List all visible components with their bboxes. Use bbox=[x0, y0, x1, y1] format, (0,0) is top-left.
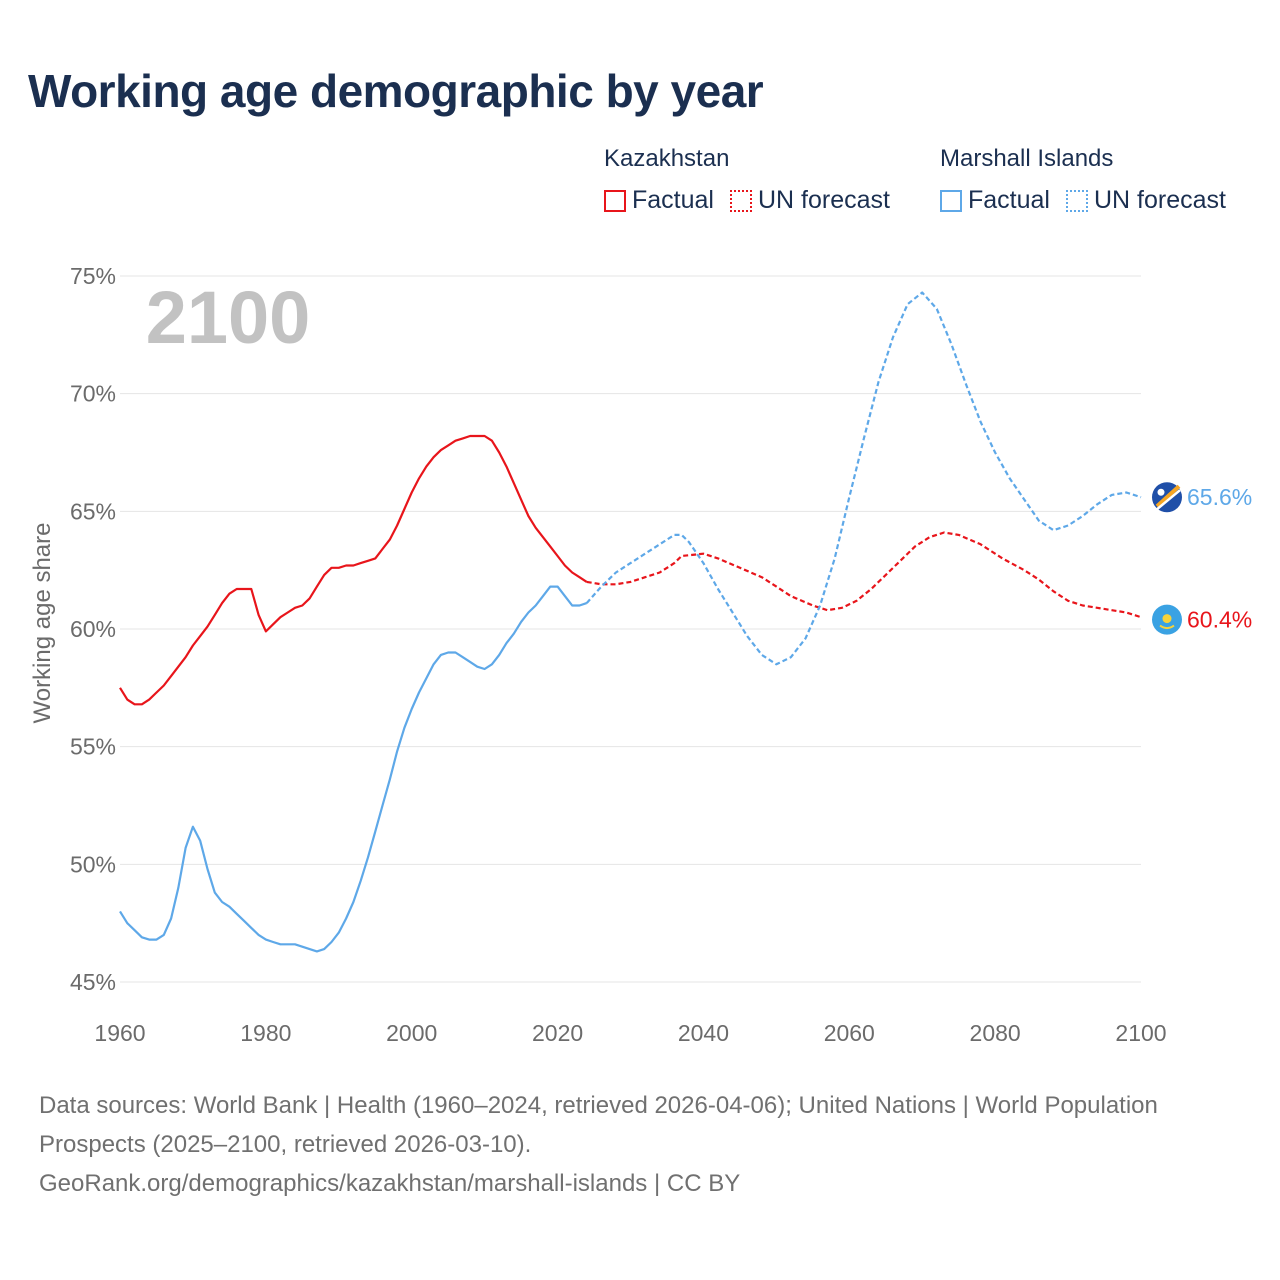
line-chart: 2100 45% 50% 55% 60% 65% 70% 75% 1960 1980 2000 2… bbox=[29, 263, 1252, 1046]
x-tick-label: 1960 bbox=[94, 1020, 145, 1046]
legend-swatch-kazakhstan-factual bbox=[604, 189, 626, 212]
y-tick-label: 65% bbox=[70, 498, 116, 524]
x-tick-label: 2060 bbox=[824, 1020, 875, 1046]
y-tick-label: 45% bbox=[70, 969, 116, 995]
marshall-islands-factual-line[interactable] bbox=[119, 585, 588, 953]
kazakhstan-flag-icon bbox=[1152, 604, 1182, 635]
y-tick-label: 75% bbox=[70, 263, 116, 289]
series-lines bbox=[119, 291, 1142, 953]
kazakhstan-factual-line[interactable] bbox=[119, 434, 588, 706]
legend-kazakhstan-name: Kazakhstan bbox=[604, 145, 730, 172]
footer: Data sources: World Bank | Health (1960–… bbox=[39, 1086, 1239, 1203]
legend-swatch-marshall-factual bbox=[940, 189, 962, 212]
footer-url[interactable]: GeoRank.org/demographics/kazakhstan/mars… bbox=[39, 1170, 741, 1197]
x-tick-label: 1980 bbox=[240, 1020, 291, 1046]
y-tick-label: 60% bbox=[70, 616, 116, 642]
legend-marshall-forecast-label: UN forecast bbox=[1093, 186, 1226, 214]
footer-sources: Data sources: World Bank | Health (1960–… bbox=[39, 1092, 1158, 1158]
legend-marshall-forecast[interactable]: UN forecast bbox=[1065, 186, 1226, 215]
x-tick-label: 2080 bbox=[970, 1020, 1021, 1046]
y-tick-label: 70% bbox=[70, 381, 116, 407]
marshall-islands-flag-icon bbox=[1152, 482, 1182, 513]
legend-kazakhstan-forecast[interactable]: UN forecast bbox=[729, 186, 890, 215]
end-value-label: 65.6% bbox=[1187, 484, 1252, 510]
marshall-islands-forecast-line[interactable] bbox=[585, 291, 1142, 666]
grid-lines bbox=[120, 275, 1141, 983]
x-axis-ticks: 1960 1980 2000 2020 2040 2060 2080 2100 bbox=[94, 1020, 1166, 1046]
legend-swatch-marshall-forecast bbox=[1065, 189, 1088, 212]
y-tick-label: 55% bbox=[70, 734, 116, 760]
legend-kazakhstan-factual[interactable]: Factual bbox=[604, 186, 714, 215]
legend-marshall-factual-label: Factual bbox=[968, 186, 1050, 214]
y-axis-label: Working age share bbox=[29, 523, 56, 724]
end-value-label: 60.4% bbox=[1187, 607, 1252, 633]
x-tick-label: 2000 bbox=[386, 1020, 437, 1046]
legend-kazakhstan: Kazakhstan Factual UN forecast bbox=[604, 144, 906, 215]
chart-title: Working age demographic by year bbox=[28, 65, 764, 117]
kazakhstan-forecast-line[interactable] bbox=[586, 531, 1142, 619]
x-tick-label: 2020 bbox=[532, 1020, 583, 1046]
legend-swatch-kazakhstan-forecast bbox=[729, 189, 752, 212]
x-tick-label: 2100 bbox=[1115, 1020, 1166, 1046]
y-axis-ticks: 45% 50% 55% 60% 65% 70% 75% bbox=[70, 263, 116, 995]
x-tick-label: 2040 bbox=[678, 1020, 729, 1046]
y-tick-label: 50% bbox=[70, 851, 116, 877]
legend-kazakhstan-factual-label: Factual bbox=[632, 186, 714, 214]
legend-marshall-factual[interactable]: Factual bbox=[940, 186, 1050, 215]
year-watermark: 2100 bbox=[146, 276, 311, 359]
legend-marshall-name: Marshall Islands bbox=[940, 145, 1114, 172]
legend-marshall-islands: Marshall Islands Factual UN forecast bbox=[940, 144, 1242, 215]
end-labels: 65.6% 60.4% bbox=[1152, 482, 1252, 635]
legend-kazakhstan-forecast-label: UN forecast bbox=[757, 186, 890, 214]
